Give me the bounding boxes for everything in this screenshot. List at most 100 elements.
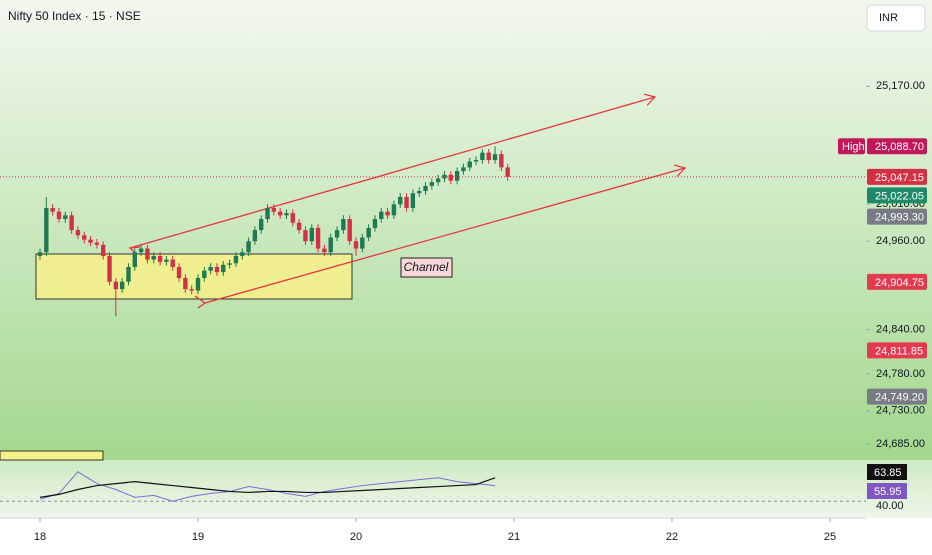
candle-body — [202, 270, 207, 279]
candle-body — [385, 211, 390, 216]
candle-body — [88, 239, 93, 243]
rsi-line — [39, 477, 496, 498]
candle-body — [265, 207, 270, 220]
candle-body — [221, 264, 226, 273]
price-label-box — [867, 273, 927, 290]
x-tick-label: 18 — [34, 531, 46, 543]
price-tag-box — [838, 138, 865, 155]
highlight-box — [35, 253, 353, 300]
candle-body — [176, 266, 182, 279]
candle-body — [315, 227, 321, 249]
candle-body — [107, 255, 112, 282]
candle-body — [214, 266, 220, 273]
candle-body — [82, 235, 87, 240]
candle-body — [37, 252, 43, 256]
price-label: 25,022.05 — [875, 190, 924, 202]
channel-line — [129, 97, 655, 249]
x-tick-label: 25 — [824, 531, 836, 543]
rsi-label: 63.85 — [874, 467, 902, 479]
candle-body — [480, 152, 485, 161]
candle-body — [233, 255, 239, 264]
candle-body — [309, 227, 314, 242]
candle-body — [246, 241, 251, 253]
price-label: 24,749.20 — [875, 392, 924, 404]
candle-body — [429, 182, 435, 186]
candle-body — [473, 160, 479, 162]
currency: INR — [879, 12, 898, 24]
highlight-box — [0, 450, 104, 461]
candle-body — [138, 248, 144, 253]
price-label: 24,993.30 — [875, 212, 924, 224]
candle-body — [454, 171, 460, 181]
annotation-box — [400, 257, 453, 278]
channel-line — [204, 168, 685, 304]
rsi-line — [39, 471, 496, 502]
candle-body — [75, 230, 81, 236]
candle-body — [183, 278, 188, 290]
y-tick-label: 25,170.00 — [876, 80, 925, 92]
candle-body — [360, 237, 365, 249]
price-label: 25,088.70 — [875, 141, 924, 153]
candle-body — [423, 185, 428, 192]
price-label-box — [867, 342, 927, 359]
candle-body — [448, 174, 453, 181]
candle-body — [94, 242, 100, 245]
candle-body — [277, 211, 283, 216]
annotation: Channel — [404, 260, 449, 274]
candle-body — [240, 252, 245, 256]
price-label: 25,047.15 — [875, 172, 924, 184]
candle-body — [56, 211, 62, 220]
candle-body — [208, 266, 213, 271]
y-tick-label: 24,780.00 — [876, 368, 925, 380]
candle-body — [189, 289, 194, 291]
candle-body — [170, 259, 175, 267]
chart-title: Nifty 50 Index · 15 · NSE — [8, 9, 141, 23]
candle-body — [63, 215, 68, 220]
candle-body — [505, 167, 510, 177]
y-tick-label: 24,840.00 — [876, 324, 925, 336]
candle-body — [341, 219, 346, 231]
y-tick-label: 24,960.00 — [876, 235, 925, 247]
price-tag: High — [842, 141, 865, 153]
candle-body — [379, 211, 384, 220]
price-label-box — [867, 187, 927, 204]
x-tick-label: 22 — [666, 531, 678, 543]
candle-body — [296, 222, 302, 231]
candle-body — [492, 154, 498, 161]
candle-body — [398, 196, 403, 205]
rsi-tick-label: 40.00 — [876, 500, 904, 512]
candle-body — [227, 263, 232, 265]
x-tick-label: 19 — [192, 531, 204, 543]
candle-body — [290, 213, 295, 223]
candle-body — [113, 281, 119, 290]
price-label-box — [867, 168, 927, 185]
candle-body — [252, 230, 258, 242]
candle-body — [391, 204, 397, 216]
candle-body — [258, 219, 264, 231]
candle-body — [119, 281, 125, 290]
candle-body — [467, 161, 472, 168]
x-axis-background — [0, 518, 932, 550]
candle-body — [372, 219, 378, 228]
candle-body — [101, 244, 106, 256]
candle-body — [303, 230, 308, 242]
candle-body — [126, 266, 131, 282]
candle-body — [347, 219, 352, 242]
candle-body — [284, 213, 289, 216]
currency-button[interactable] — [866, 4, 926, 32]
rsi-label-box — [867, 464, 907, 480]
price-label: 24,904.75 — [875, 277, 924, 289]
candle-body — [322, 248, 327, 253]
candle-body — [366, 227, 371, 238]
candle-body — [435, 178, 441, 183]
price-label: 24,811.85 — [875, 345, 923, 357]
price-label-box — [867, 208, 927, 225]
candle-body — [353, 241, 359, 249]
candle-body — [151, 255, 156, 260]
candle-body — [416, 191, 422, 194]
rsi-label-box — [867, 483, 907, 499]
price-label-box — [867, 388, 927, 405]
price-label-box — [867, 138, 927, 155]
y-tick-label: 24,730.00 — [876, 405, 925, 417]
